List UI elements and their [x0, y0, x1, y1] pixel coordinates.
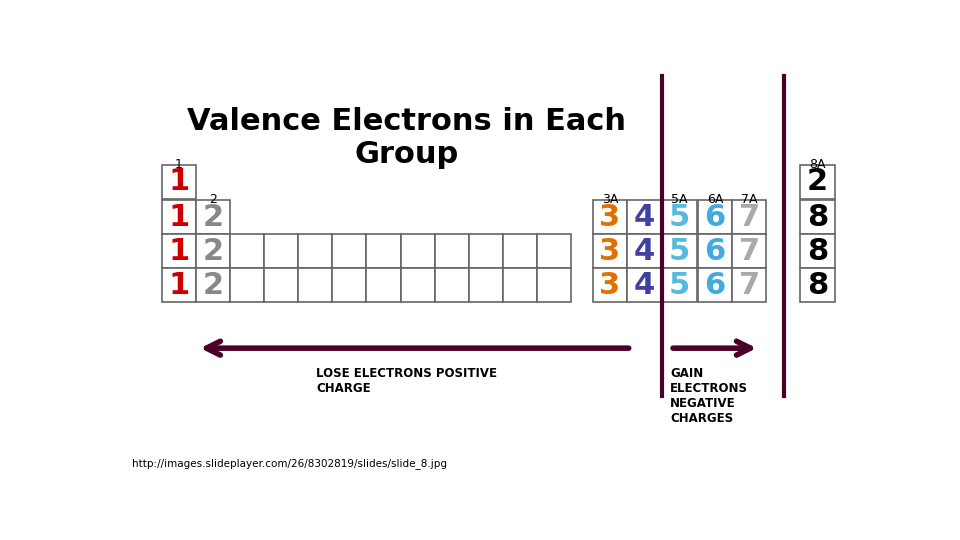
Text: Valence Electrons in Each
Group: Valence Electrons in Each Group: [187, 107, 626, 169]
Text: 6: 6: [705, 202, 726, 232]
Text: 4: 4: [634, 202, 655, 232]
Text: 3: 3: [599, 202, 620, 232]
Text: 6A: 6A: [707, 193, 724, 206]
Bar: [230, 234, 264, 268]
Bar: [435, 234, 468, 268]
Text: 6: 6: [705, 271, 726, 300]
Text: 8A: 8A: [809, 158, 826, 171]
Text: 4: 4: [634, 237, 655, 266]
Text: 5A: 5A: [671, 193, 687, 206]
Text: 5: 5: [669, 237, 690, 266]
Bar: [400, 268, 435, 302]
Bar: [264, 268, 299, 302]
Text: http://images.slideplayer.com/26/8302819/slides/slide_8.jpg: http://images.slideplayer.com/26/8302819…: [132, 458, 446, 469]
Bar: [801, 165, 834, 199]
Text: 2: 2: [209, 193, 217, 206]
Bar: [332, 234, 367, 268]
Bar: [299, 234, 332, 268]
Text: 7A: 7A: [741, 193, 757, 206]
Bar: [801, 234, 834, 268]
Bar: [592, 200, 627, 234]
Text: 1: 1: [168, 202, 189, 232]
Text: 3: 3: [599, 237, 620, 266]
Bar: [732, 234, 766, 268]
Bar: [732, 200, 766, 234]
Text: 7: 7: [739, 202, 760, 232]
Text: 5: 5: [669, 202, 690, 232]
Bar: [503, 268, 537, 302]
Text: 5: 5: [669, 271, 690, 300]
Bar: [196, 268, 230, 302]
Text: 1: 1: [168, 167, 189, 197]
Bar: [627, 268, 660, 302]
Bar: [435, 268, 468, 302]
Bar: [698, 200, 732, 234]
Bar: [698, 268, 732, 302]
Bar: [230, 268, 264, 302]
Bar: [801, 268, 834, 302]
Bar: [537, 234, 571, 268]
Text: 8: 8: [806, 237, 828, 266]
Bar: [503, 234, 537, 268]
Bar: [162, 200, 196, 234]
Text: 2: 2: [807, 167, 828, 197]
Bar: [468, 234, 503, 268]
Bar: [196, 200, 230, 234]
Bar: [662, 234, 697, 268]
Text: 3: 3: [599, 271, 620, 300]
Bar: [537, 268, 571, 302]
Bar: [662, 268, 697, 302]
Bar: [162, 234, 196, 268]
Text: 1: 1: [168, 237, 189, 266]
Bar: [367, 268, 400, 302]
Bar: [592, 268, 627, 302]
Text: 3A: 3A: [602, 193, 618, 206]
Text: 8: 8: [806, 271, 828, 300]
Bar: [468, 268, 503, 302]
Bar: [801, 200, 834, 234]
Bar: [592, 234, 627, 268]
Text: 6: 6: [705, 237, 726, 266]
Bar: [732, 268, 766, 302]
Text: 4: 4: [634, 271, 655, 300]
Bar: [400, 234, 435, 268]
Bar: [332, 268, 367, 302]
Bar: [162, 165, 196, 199]
Text: GAIN
ELECTRONS
NEGATIVE
CHARGES: GAIN ELECTRONS NEGATIVE CHARGES: [670, 367, 748, 426]
Bar: [698, 234, 732, 268]
Bar: [299, 268, 332, 302]
Bar: [196, 234, 230, 268]
Text: 8: 8: [806, 202, 828, 232]
Bar: [367, 234, 400, 268]
Bar: [627, 234, 660, 268]
Bar: [627, 200, 660, 234]
Text: 2: 2: [203, 271, 224, 300]
Text: LOSE ELECTRONS POSITIVE
CHARGE: LOSE ELECTRONS POSITIVE CHARGE: [316, 367, 497, 395]
Text: 7: 7: [739, 271, 760, 300]
Bar: [162, 268, 196, 302]
Text: 1: 1: [175, 158, 182, 171]
Bar: [264, 234, 299, 268]
Text: 1: 1: [168, 271, 189, 300]
Text: 2: 2: [203, 237, 224, 266]
Bar: [662, 200, 697, 234]
Text: 2: 2: [203, 202, 224, 232]
Text: 7: 7: [739, 237, 760, 266]
